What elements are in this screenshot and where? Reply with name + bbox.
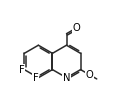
Text: O: O <box>85 70 93 80</box>
Text: N: N <box>62 73 70 83</box>
Text: O: O <box>72 23 80 33</box>
Text: F: F <box>32 73 38 83</box>
Text: F: F <box>18 65 24 75</box>
